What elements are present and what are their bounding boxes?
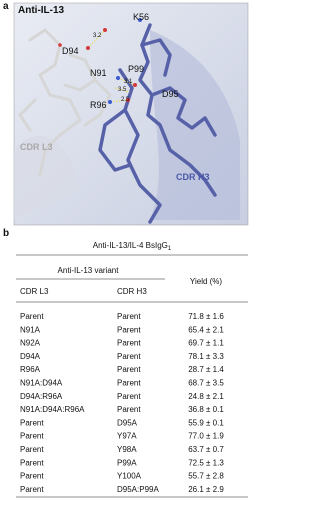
table-cell: N91A:D94A:R96A [20, 405, 85, 414]
panel-label: b [3, 228, 9, 239]
table-cell: 78.1 ± 3.3 [188, 352, 224, 361]
table-cell: D94A [20, 352, 41, 361]
table-body: Parent Parent 71.8 ± 1.6 N91A Parent 65.4 ± 2… [20, 312, 224, 494]
table-cell: N91A [20, 325, 41, 334]
residue-label: N91 [90, 68, 107, 78]
structure-title: Anti-IL-13 [18, 5, 65, 16]
table-title: Anti-IL-13/IL-4 BsIgG1 [93, 241, 172, 252]
table-cell: Parent [117, 405, 141, 414]
table-cell: Parent [117, 312, 141, 321]
residue-label: R96 [90, 100, 107, 110]
table-cell: 68.7 ± 3.5 [188, 379, 224, 388]
table-cell: Y97A [117, 432, 137, 441]
table-cell: Parent [20, 485, 44, 494]
table-cell: Parent [20, 445, 44, 454]
column-header: CDR H3 [117, 287, 147, 296]
title-subscript: 1 [168, 246, 172, 252]
table-cell: N92A [20, 339, 41, 348]
table-cell: Y98A [117, 445, 137, 454]
residue-label: D94 [62, 46, 79, 56]
table-cell: 63.7 ± 0.7 [188, 445, 224, 454]
table-cell: N91A:D94A [20, 379, 63, 388]
table-cell: Parent [20, 312, 44, 321]
structure-image [13, 2, 249, 226]
table-cell: Parent [117, 352, 141, 361]
cdr-label: CDR H3 [176, 172, 210, 182]
table-cell: D95A [117, 418, 138, 427]
table-cell: D95A:P99A [117, 485, 159, 494]
table-cell: 69.7 ± 1.1 [188, 339, 224, 348]
table-cell: 65.4 ± 2.1 [188, 325, 224, 334]
table-cell: Parent [117, 325, 141, 334]
table-rules [16, 254, 248, 498]
distance-label: 3.5 [118, 87, 127, 93]
column-header: CDR L3 [20, 287, 49, 296]
residue-label: D95 [162, 89, 179, 99]
table-cell: Parent [20, 418, 44, 427]
table-cell: Parent [117, 339, 141, 348]
table-cell: Parent [117, 392, 141, 401]
table-cell: 55.7 ± 2.8 [188, 472, 224, 481]
table-cell: 55.9 ± 0.1 [188, 418, 224, 427]
figure: a Anti-IL-13 K56 D94 N91 P99 D95 R96 3.2… [3, 1, 249, 498]
distance-label: 3.1 [124, 79, 133, 85]
table-cell: 72.5 ± 1.3 [188, 458, 224, 467]
distance-label: 3.2 [93, 33, 102, 39]
table-cell: 28.7 ± 1.4 [188, 365, 224, 374]
distance-label: 2.5 [121, 97, 130, 103]
table-cell: Parent [20, 432, 44, 441]
column-header: Yield (%) [190, 277, 222, 286]
residue-label: K56 [133, 12, 149, 22]
table-cell: Y100A [117, 472, 142, 481]
cdr-label: CDR L3 [20, 142, 53, 152]
table-cell: Parent [20, 458, 44, 467]
title-text: Anti-IL-13/IL-4 BsIgG [93, 241, 168, 250]
table-cell: R96A [20, 365, 41, 374]
group-header: Anti-IL-13 variant [58, 266, 120, 275]
table-cell: 71.8 ± 1.6 [188, 312, 224, 321]
table-cell: Parent [117, 365, 141, 374]
panel-label: a [3, 1, 9, 12]
table-cell: 77.0 ± 1.9 [188, 432, 224, 441]
table-cell: Parent [117, 379, 141, 388]
residue-label: P99 [128, 64, 144, 74]
table-cell: Parent [20, 472, 44, 481]
table-cell: P99A [117, 458, 137, 467]
table-cell: 36.8 ± 0.1 [188, 405, 224, 414]
table-cell: 24.8 ± 2.1 [188, 392, 224, 401]
table-cell: D94A:R96A [20, 392, 63, 401]
table-cell: 26.1 ± 2.9 [188, 485, 224, 494]
